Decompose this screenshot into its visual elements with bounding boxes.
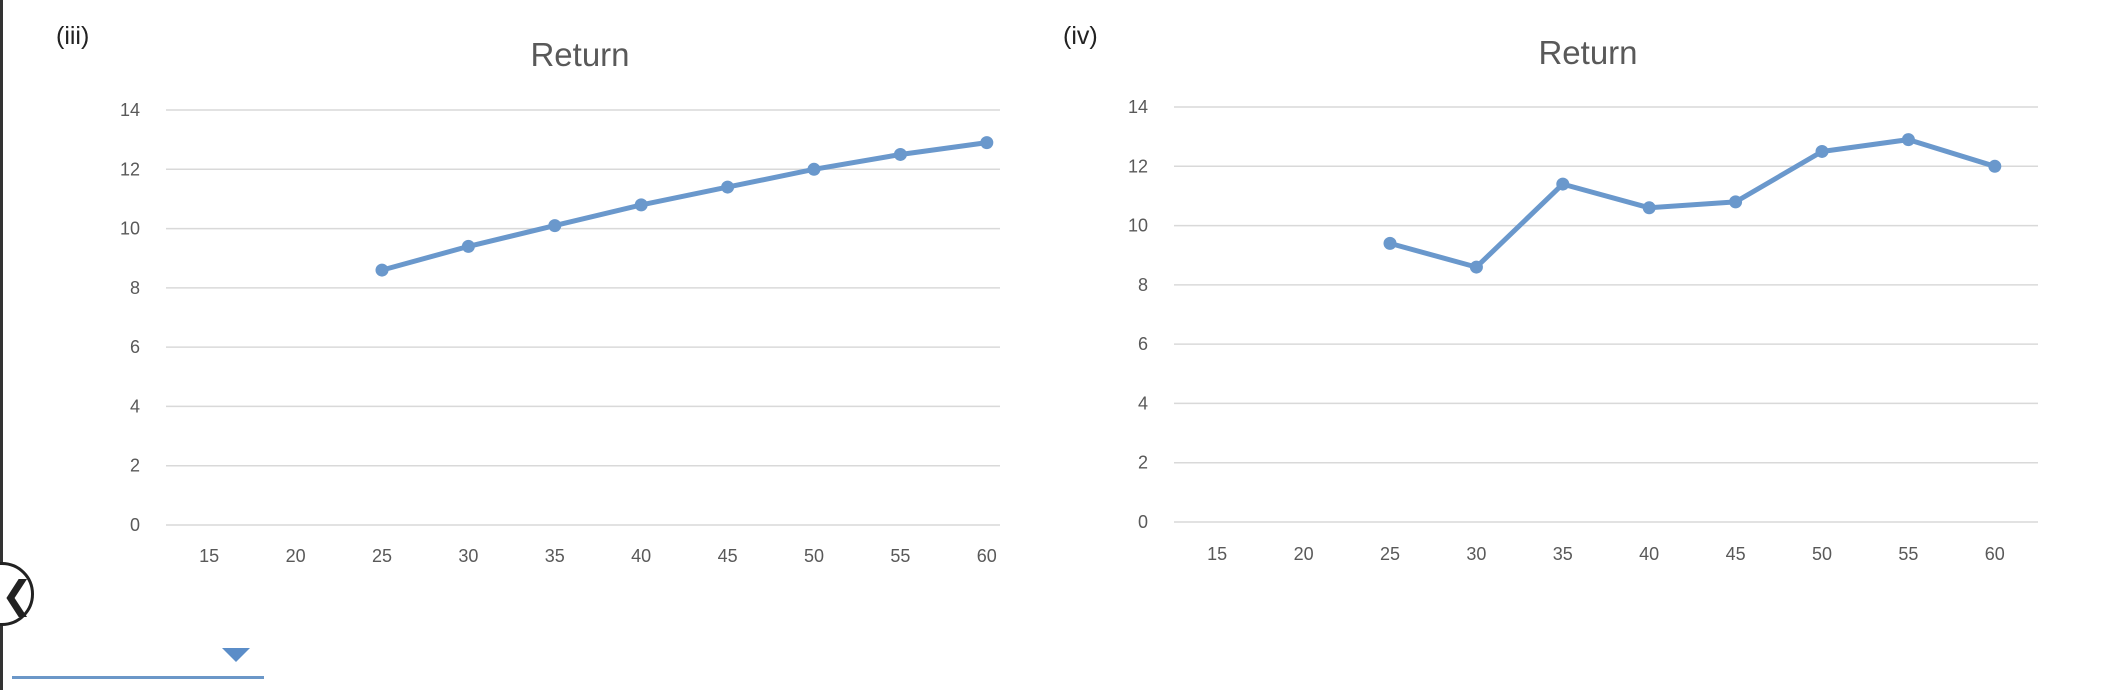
x-tick-label-30: 30: [1466, 544, 1486, 564]
chart-title: Return: [1538, 34, 1637, 71]
x-tick-label-15: 15: [1207, 544, 1227, 564]
x-tick-label-55: 55: [890, 546, 910, 566]
x-tick-label-30: 30: [458, 546, 478, 566]
line-chart-iii: Return 0 2 4 6 8 10 12 14 15 20 25 30 35 40 45 50 55 60: [120, 36, 1000, 566]
x-tick-label-60: 60: [1985, 544, 2005, 564]
data-point-25: [375, 263, 389, 277]
x-tick-label-50: 50: [804, 546, 824, 566]
y-tick-label-10: 10: [120, 219, 140, 239]
data-point-60: [1988, 159, 2002, 173]
y-tick-label-12: 12: [120, 159, 140, 179]
y-tick-label-2: 2: [130, 456, 140, 476]
data-point-60: [980, 136, 994, 150]
data-point-50: [1815, 144, 1829, 158]
line-chart-iv: Return 0 2 4 6 8 10 12 14 15 20 25 30 35 40 45 50 55 60: [1128, 34, 2038, 564]
x-tick-label-40: 40: [1639, 544, 1659, 564]
y-tick-label-4: 4: [130, 396, 140, 416]
y-tick-label-12: 12: [1128, 156, 1148, 176]
data-point-55: [893, 147, 907, 161]
dropdown-select[interactable]: [12, 640, 264, 679]
series-line: [1387, 137, 1998, 270]
y-tick-label-4: 4: [1138, 393, 1148, 413]
data-point-45: [1729, 195, 1743, 209]
y-tick-label-8: 8: [130, 278, 140, 298]
data-point-40: [1642, 201, 1656, 215]
data-point-25: [1383, 236, 1397, 250]
x-tick-label-20: 20: [286, 546, 306, 566]
y-tick-label-0: 0: [1138, 512, 1148, 532]
panel-label-iii: (iii): [56, 22, 90, 50]
y-tick-label-6: 6: [130, 337, 140, 357]
y-tick-label-10: 10: [1128, 216, 1148, 236]
chart-title: Return: [530, 36, 629, 73]
x-tick-label-55: 55: [1898, 544, 1918, 564]
x-tick-label-35: 35: [1553, 544, 1573, 564]
x-tick-label-40: 40: [631, 546, 651, 566]
data-point-55: [1901, 133, 1915, 147]
caret-down-icon: [222, 648, 250, 662]
x-tick-label-25: 25: [372, 546, 392, 566]
y-tick-label-14: 14: [120, 100, 140, 120]
y-tick-label-0: 0: [130, 515, 140, 535]
series-line: [379, 140, 990, 273]
y-tick-label-8: 8: [1138, 275, 1148, 295]
data-point-40: [634, 198, 648, 212]
x-tick-label-45: 45: [718, 546, 738, 566]
chevron-left-icon: ❮: [1, 573, 33, 617]
x-tick-label-25: 25: [1380, 544, 1400, 564]
panel-label-iv: (iv): [1063, 22, 1098, 50]
x-tick-label-50: 50: [1812, 544, 1832, 564]
x-tick-label-20: 20: [1294, 544, 1314, 564]
x-tick-label-35: 35: [545, 546, 565, 566]
data-point-30: [461, 239, 475, 253]
data-point-30: [1469, 260, 1483, 274]
y-tick-label-6: 6: [1138, 334, 1148, 354]
data-point-35: [1556, 177, 1570, 191]
data-point-45: [721, 180, 735, 194]
x-tick-label-60: 60: [977, 546, 997, 566]
data-point-50: [807, 162, 821, 176]
x-tick-label-15: 15: [199, 546, 219, 566]
data-point-35: [548, 219, 562, 233]
left-border: [0, 0, 3, 690]
y-tick-label-14: 14: [1128, 97, 1148, 117]
x-tick-label-45: 45: [1726, 544, 1746, 564]
y-tick-label-2: 2: [1138, 453, 1148, 473]
